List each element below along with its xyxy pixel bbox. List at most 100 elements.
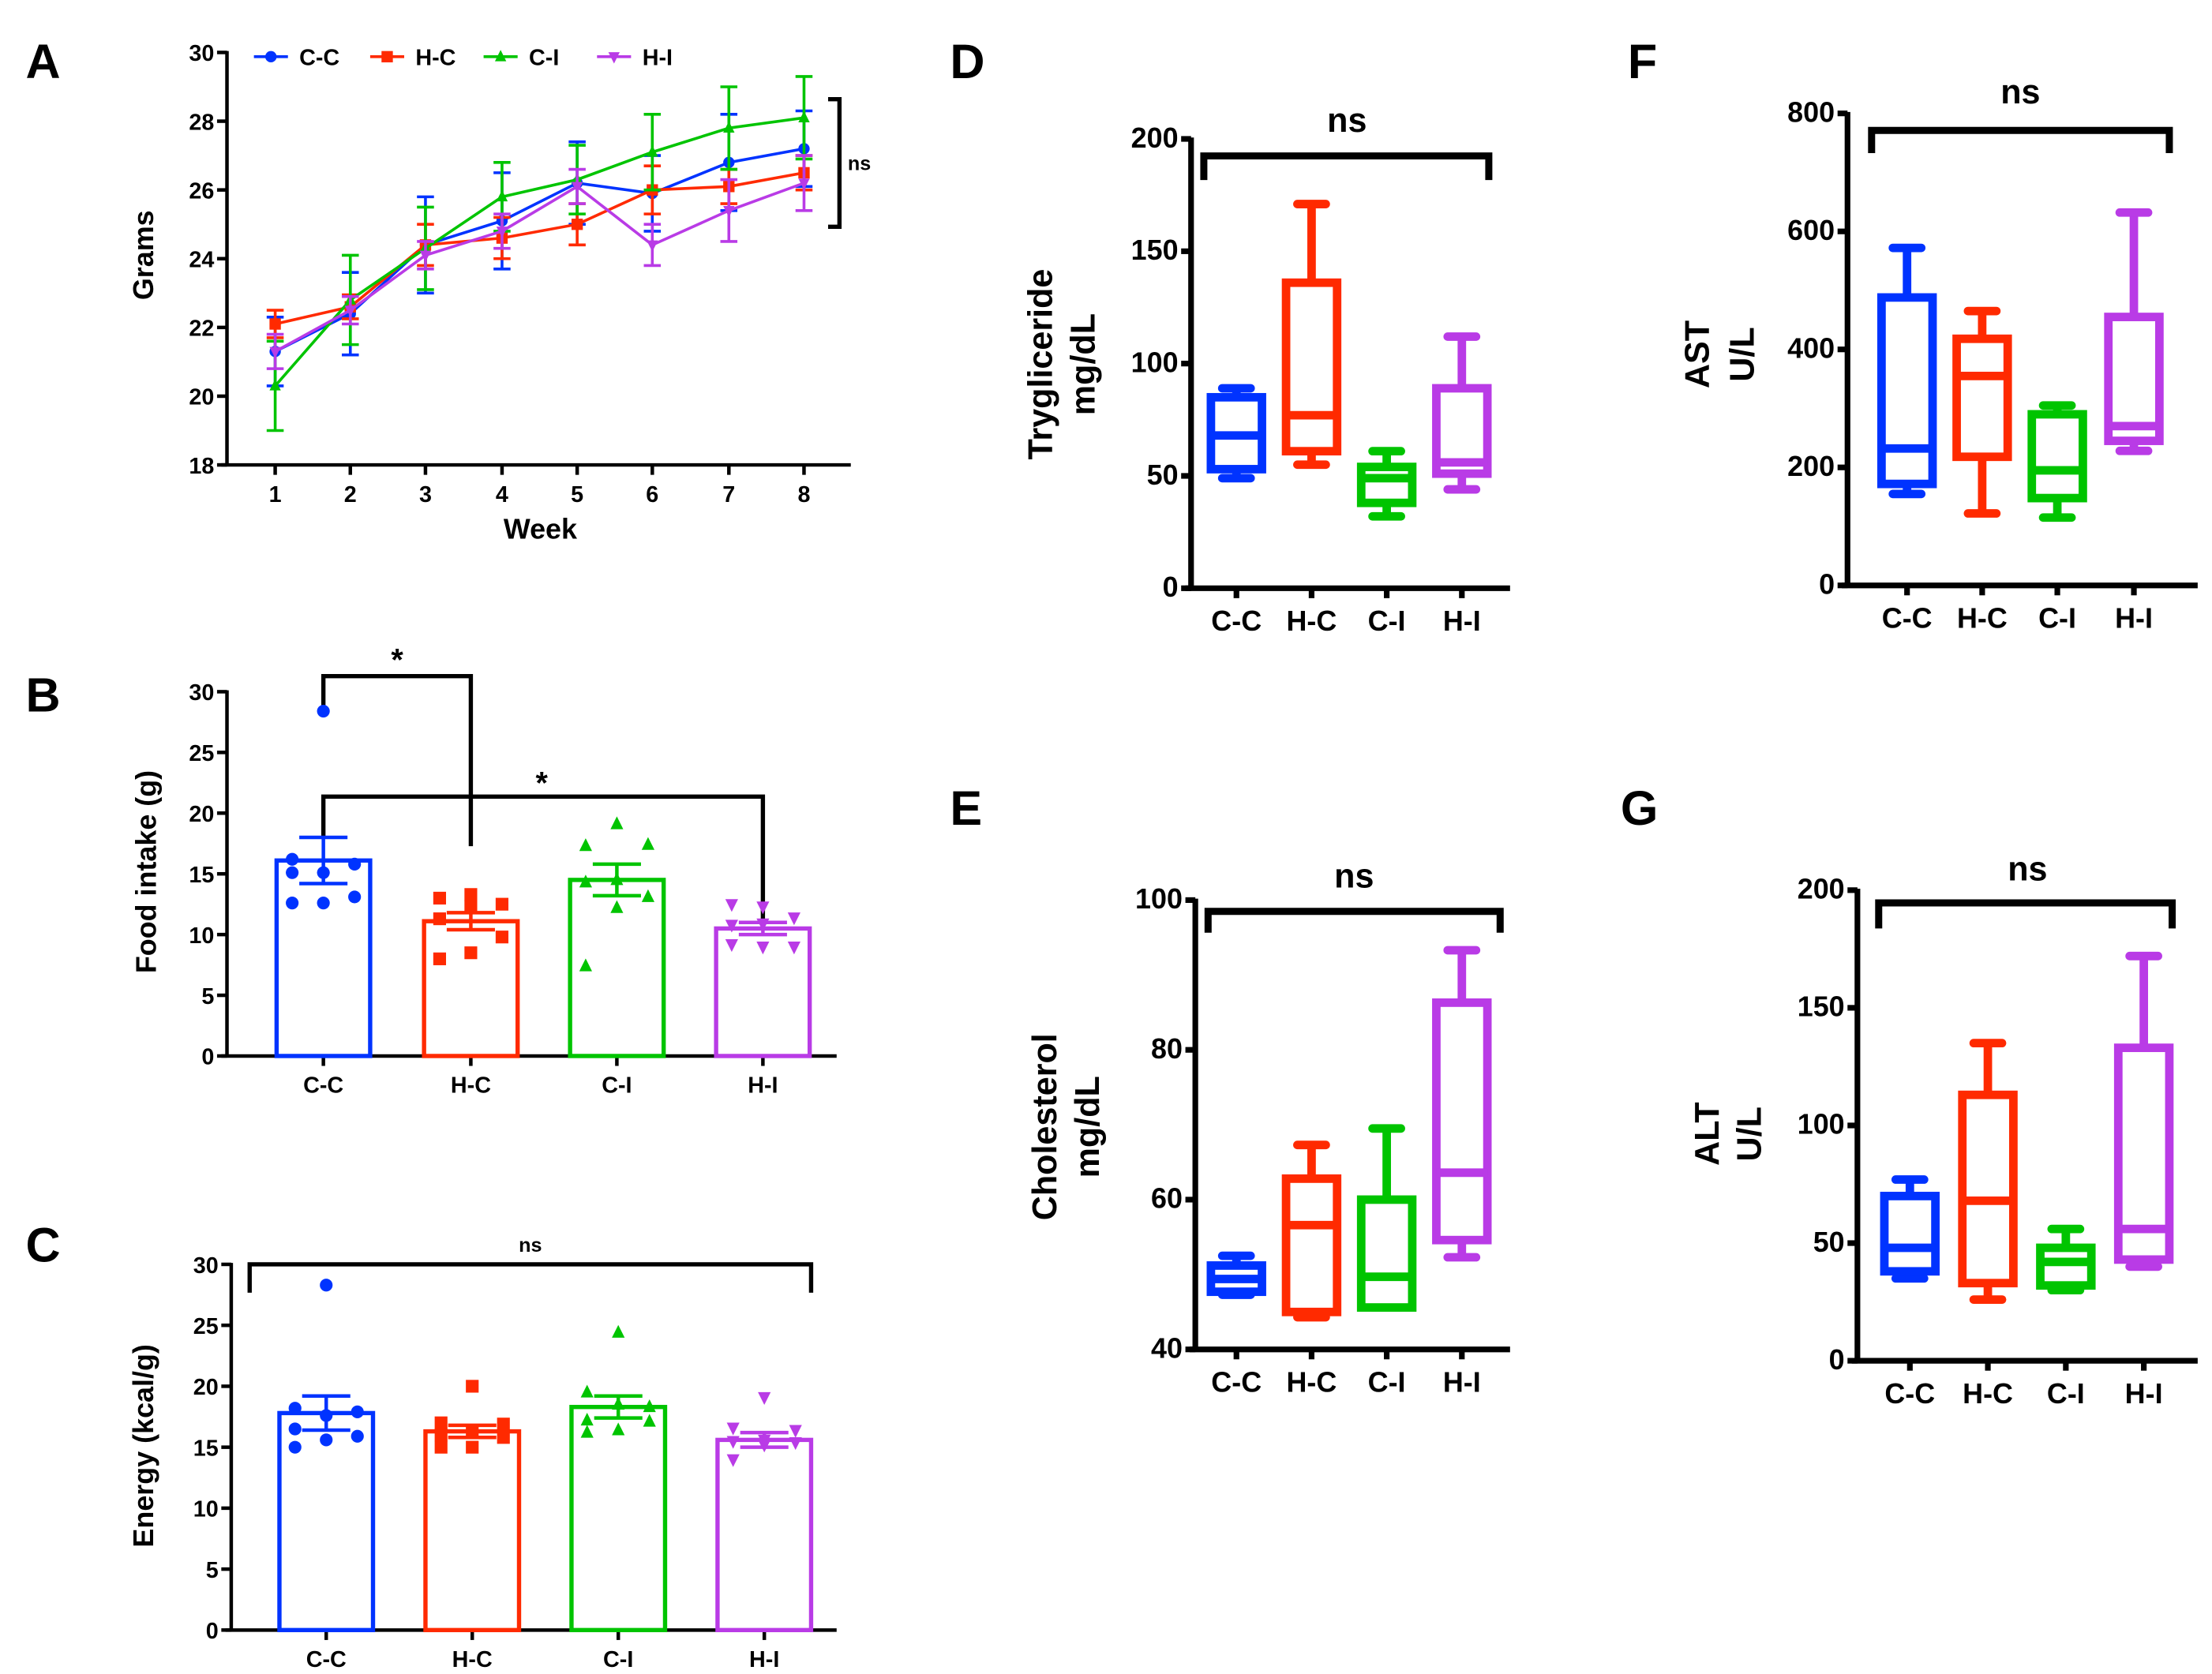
y-tick-label: 200 bbox=[1131, 122, 1179, 154]
bar-group-c-i bbox=[569, 1324, 668, 1633]
data-point bbox=[579, 874, 592, 888]
significance-label: ns bbox=[848, 153, 871, 175]
legend-label: H-I bbox=[643, 46, 673, 71]
data-point bbox=[723, 206, 735, 218]
data-point bbox=[580, 1412, 594, 1426]
data-point bbox=[571, 219, 583, 230]
data-point bbox=[433, 891, 446, 905]
data-point bbox=[647, 240, 658, 252]
significance-bracket bbox=[247, 1262, 814, 1293]
y-axis-label: mg/dL bbox=[1069, 1076, 1107, 1178]
y-tick-label: 0 bbox=[201, 1045, 214, 1070]
y-tick-label: 30 bbox=[193, 1253, 219, 1279]
y-axis-label: Grams bbox=[127, 210, 159, 300]
data-point bbox=[789, 1425, 802, 1438]
x-tick-label: H-I bbox=[1443, 1366, 1481, 1399]
x-tick-label: 5 bbox=[571, 482, 583, 507]
y-tick-label: 30 bbox=[189, 680, 214, 706]
significance-label: * bbox=[536, 766, 549, 801]
y-tick-label: 600 bbox=[1787, 214, 1835, 246]
panel-letter: D bbox=[950, 35, 984, 88]
y-tick-label: 40 bbox=[1151, 1332, 1183, 1365]
box-iqr bbox=[1356, 1195, 1417, 1312]
panel-a: A 18 20 22 24 26 28 30 1 2 3 4 5 6 7 8 Grams Week ns C-C H-C… bbox=[25, 35, 871, 545]
y-tick-label: 15 bbox=[193, 1436, 219, 1461]
y-tick-label: 400 bbox=[1787, 331, 1835, 364]
box-iqr bbox=[2027, 410, 2087, 503]
x-tick-label: C-I bbox=[2047, 1377, 2085, 1410]
x-tick-label: H-C bbox=[452, 1647, 493, 1672]
data-point bbox=[464, 900, 478, 913]
y-tick-label: 50 bbox=[1813, 1226, 1845, 1258]
y-tick-label: 200 bbox=[1787, 450, 1835, 482]
panel-e: E 40 60 80 100 C-C H-C C-I H-I Cholesterol mg/dL ns bbox=[950, 781, 1510, 1399]
x-axis-label: Week bbox=[504, 512, 577, 545]
panel-letter: A bbox=[25, 35, 60, 88]
data-point bbox=[725, 919, 738, 933]
data-point bbox=[288, 1422, 302, 1436]
bar bbox=[423, 1429, 522, 1633]
box-h-i bbox=[1432, 946, 1492, 1262]
x-tick-label: C-I bbox=[2038, 602, 2076, 635]
panel-g: G 0 50 100 150 200 C-C H-C C-I H-I ALT U/L ns bbox=[1621, 781, 2198, 1410]
data-point bbox=[434, 1429, 448, 1442]
x-tick-label: 4 bbox=[496, 482, 508, 507]
data-point bbox=[286, 897, 299, 910]
y-tick-label: 0 bbox=[1829, 1343, 1845, 1376]
x-tick-label: C-C bbox=[1884, 1377, 1935, 1410]
data-point bbox=[756, 901, 770, 915]
bar-group-h-c bbox=[423, 1380, 522, 1633]
data-point bbox=[434, 1416, 448, 1429]
data-point bbox=[288, 1402, 302, 1415]
y-tick-label: 10 bbox=[189, 923, 214, 949]
y-tick-label: 100 bbox=[1131, 346, 1179, 378]
x-tick-label: H-C bbox=[1286, 1366, 1337, 1399]
data-point bbox=[466, 1380, 479, 1393]
y-tick-label: 800 bbox=[1787, 95, 1835, 128]
y-tick-label: 50 bbox=[1147, 459, 1179, 491]
panel-c: C 0 5 10 15 20 25 30 C-C H-C C-I H-I Energy (kcal/g)… bbox=[25, 1218, 837, 1672]
significance-bracket bbox=[321, 794, 766, 922]
y-tick-label: 60 bbox=[1151, 1182, 1183, 1215]
y-axis-label: Trygliceride bbox=[1022, 269, 1060, 460]
box-h-i bbox=[1432, 332, 1492, 494]
panel-b: B 0 5 10 15 20 25 30 C-C H-C C-I H-I Food intake (g)… bbox=[25, 642, 837, 1099]
y-tick-label: 20 bbox=[189, 385, 214, 410]
y-tick-label: 25 bbox=[193, 1314, 219, 1339]
x-tick-label: C-C bbox=[306, 1647, 347, 1672]
panel-letter: F bbox=[1628, 35, 1657, 88]
legend-marker bbox=[608, 52, 620, 64]
box-h-c bbox=[1281, 200, 1342, 470]
data-point bbox=[726, 1436, 740, 1449]
legend-item: H-C bbox=[369, 46, 456, 71]
box-iqr bbox=[1432, 998, 1492, 1245]
data-point bbox=[723, 121, 735, 133]
box-iqr bbox=[1880, 1192, 1940, 1276]
data-point bbox=[789, 1437, 802, 1451]
data-point bbox=[579, 838, 592, 852]
data-point bbox=[787, 942, 800, 955]
y-tick-label: 100 bbox=[1798, 1108, 1845, 1140]
y-tick-label: 10 bbox=[193, 1497, 219, 1522]
x-tick-label: C-I bbox=[1368, 1366, 1406, 1399]
data-point bbox=[286, 866, 299, 879]
box-iqr bbox=[1952, 334, 2012, 462]
x-tick-label: C-C bbox=[303, 1073, 343, 1099]
data-point bbox=[348, 857, 362, 871]
y-tick-label: 80 bbox=[1151, 1032, 1183, 1065]
legend-marker bbox=[494, 50, 507, 62]
bar-group-h-i bbox=[714, 899, 812, 1058]
box-h-c bbox=[1952, 306, 2012, 518]
data-point bbox=[351, 1429, 364, 1443]
data-point bbox=[317, 897, 330, 910]
y-tick-label: 5 bbox=[201, 984, 214, 1009]
box-h-c bbox=[1958, 1039, 2018, 1304]
significance-bracket bbox=[1868, 126, 2173, 153]
data-point bbox=[269, 379, 281, 391]
data-point bbox=[787, 912, 800, 926]
data-point bbox=[495, 931, 509, 944]
legend-item: C-C bbox=[253, 46, 339, 71]
x-tick-label: 6 bbox=[646, 482, 658, 507]
significance-bracket bbox=[1200, 152, 1493, 181]
